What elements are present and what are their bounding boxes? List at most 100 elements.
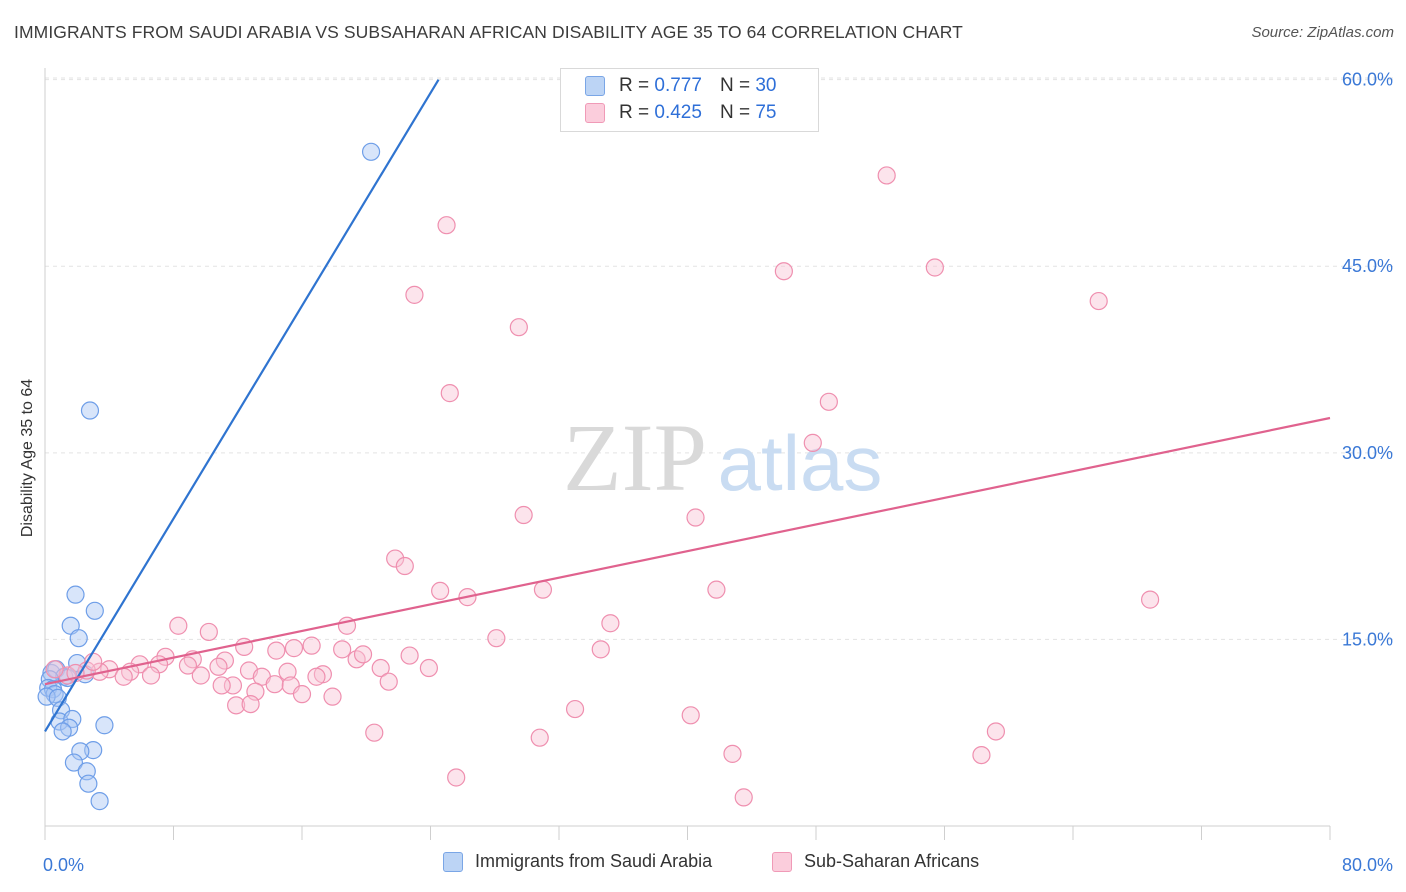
point-subsaharan — [278, 662, 297, 681]
chart-title: IMMIGRANTS FROM SAUDI ARABIA VS SUBSAHAR… — [14, 22, 963, 42]
point-saudi — [95, 716, 114, 735]
legend-item-label: Sub-Saharan Africans — [804, 851, 980, 871]
point-saudi — [80, 401, 100, 420]
point-saudi — [66, 585, 85, 604]
point-subsaharan — [986, 722, 1006, 741]
point-subsaharan — [925, 258, 944, 277]
point-subsaharan — [209, 657, 228, 676]
legend-item-saudi[interactable]: Immigrants from Saudi Arabia — [443, 851, 712, 872]
point-subsaharan — [333, 640, 352, 659]
point-subsaharan — [514, 505, 533, 525]
point-subsaharan — [509, 318, 528, 337]
legend-r-value: 0.777 — [654, 75, 702, 96]
point-subsaharan — [707, 580, 726, 599]
point-subsaharan — [419, 658, 438, 678]
legend-r-label: R = — [619, 75, 650, 96]
point-subsaharan — [601, 614, 620, 633]
trendline-saudi — [44, 79, 440, 733]
point-saudi — [90, 792, 109, 811]
watermark: ZIP atlas — [563, 404, 882, 511]
legend-swatch-saudi — [443, 851, 463, 872]
legend-swatch-subsaharan — [585, 103, 605, 123]
point-subsaharan — [267, 641, 286, 660]
y-tick-label: 30.0% — [1342, 443, 1393, 463]
point-subsaharan — [265, 675, 284, 694]
legend-swatch-saudi — [585, 76, 605, 96]
point-subsaharan — [431, 581, 450, 601]
trendline-subsaharan — [44, 416, 1331, 686]
point-subsaharan — [191, 666, 210, 685]
point-subsaharan — [302, 636, 321, 655]
point-subsaharan — [141, 666, 161, 685]
point-saudi — [79, 774, 98, 793]
point-subsaharan — [681, 706, 700, 725]
point-subsaharan — [591, 640, 610, 659]
y-tick-label: 45.0% — [1342, 256, 1393, 276]
legend-row-subsaharan: R = 0.425 N = 75 — [561, 100, 776, 126]
point-subsaharan — [371, 658, 390, 678]
x-tick-label-min: 0.0% — [43, 855, 84, 875]
legend-r-value: 0.425 — [654, 102, 702, 123]
legend-r-label: R = — [619, 102, 650, 123]
source-label: Source: ZipAtlas.com — [1251, 24, 1394, 41]
point-subsaharan — [686, 508, 705, 527]
point-saudi — [53, 722, 72, 741]
point-subsaharan — [323, 687, 342, 706]
point-subsaharan — [437, 216, 456, 235]
tick-labels: 15.0% 30.0% 45.0% 60.0% 0.0% 80.0% — [43, 70, 1393, 875]
point-subsaharan — [533, 580, 553, 599]
point-subsaharan — [45, 660, 64, 679]
point-saudi — [85, 601, 104, 620]
point-subsaharan — [169, 616, 188, 635]
correlation-legend: R = 0.777 N = 30 R = 0.425 N = 75 — [560, 68, 819, 132]
legend-item-label: Immigrants from Saudi Arabia — [475, 851, 713, 871]
series-saudi-arabia-points — [37, 142, 381, 811]
y-tick-label: 15.0% — [1342, 629, 1393, 649]
point-subsaharan — [1140, 590, 1160, 609]
point-subsaharan — [1089, 291, 1108, 311]
point-saudi — [64, 753, 84, 772]
point-subsaharan — [241, 694, 260, 714]
point-subsaharan — [447, 768, 466, 787]
point-subsaharan — [400, 646, 419, 665]
point-subsaharan — [803, 433, 822, 452]
point-subsaharan — [212, 676, 231, 695]
point-saudi — [69, 629, 88, 648]
point-subsaharan — [284, 639, 304, 658]
point-subsaharan — [819, 392, 838, 411]
point-saudi — [361, 142, 381, 161]
point-subsaharan — [307, 667, 326, 686]
point-subsaharan — [227, 696, 246, 715]
point-subsaharan — [114, 667, 133, 686]
legend-swatch-subsaharan — [772, 851, 792, 872]
gridlines — [45, 77, 1395, 640]
legend-n-label: N = — [719, 102, 751, 123]
legend-n-label: N = — [719, 75, 751, 96]
point-subsaharan — [353, 645, 373, 664]
point-subsaharan — [199, 622, 218, 642]
legend-n-value: 75 — [755, 102, 777, 123]
trend-lines — [44, 79, 1331, 733]
point-subsaharan — [178, 656, 198, 675]
point-subsaharan — [530, 728, 549, 747]
point-subsaharan — [734, 788, 753, 807]
legend-row-saudi: R = 0.777 N = 30 — [561, 73, 776, 99]
y-tick-label: 60.0% — [1342, 70, 1393, 90]
legend-n-value: 30 — [755, 75, 777, 96]
watermark-atlas: atlas — [718, 419, 883, 507]
point-subsaharan — [365, 723, 384, 742]
series-legend: Immigrants from Saudi Arabia Sub-Saharan… — [0, 851, 1406, 877]
point-saudi — [84, 741, 103, 760]
legend-item-subsaharan[interactable]: Sub-Saharan Africans — [772, 851, 979, 872]
point-subsaharan — [487, 629, 506, 648]
watermark-zip: ZIP — [563, 404, 707, 511]
point-subsaharan — [440, 384, 459, 403]
point-saudi — [71, 742, 90, 761]
point-subsaharan — [292, 685, 312, 704]
point-subsaharan — [972, 745, 991, 765]
point-subsaharan — [395, 556, 414, 576]
axes — [44, 68, 1331, 840]
point-subsaharan — [723, 744, 742, 763]
x-tick-label-max: 80.0% — [1342, 855, 1393, 875]
